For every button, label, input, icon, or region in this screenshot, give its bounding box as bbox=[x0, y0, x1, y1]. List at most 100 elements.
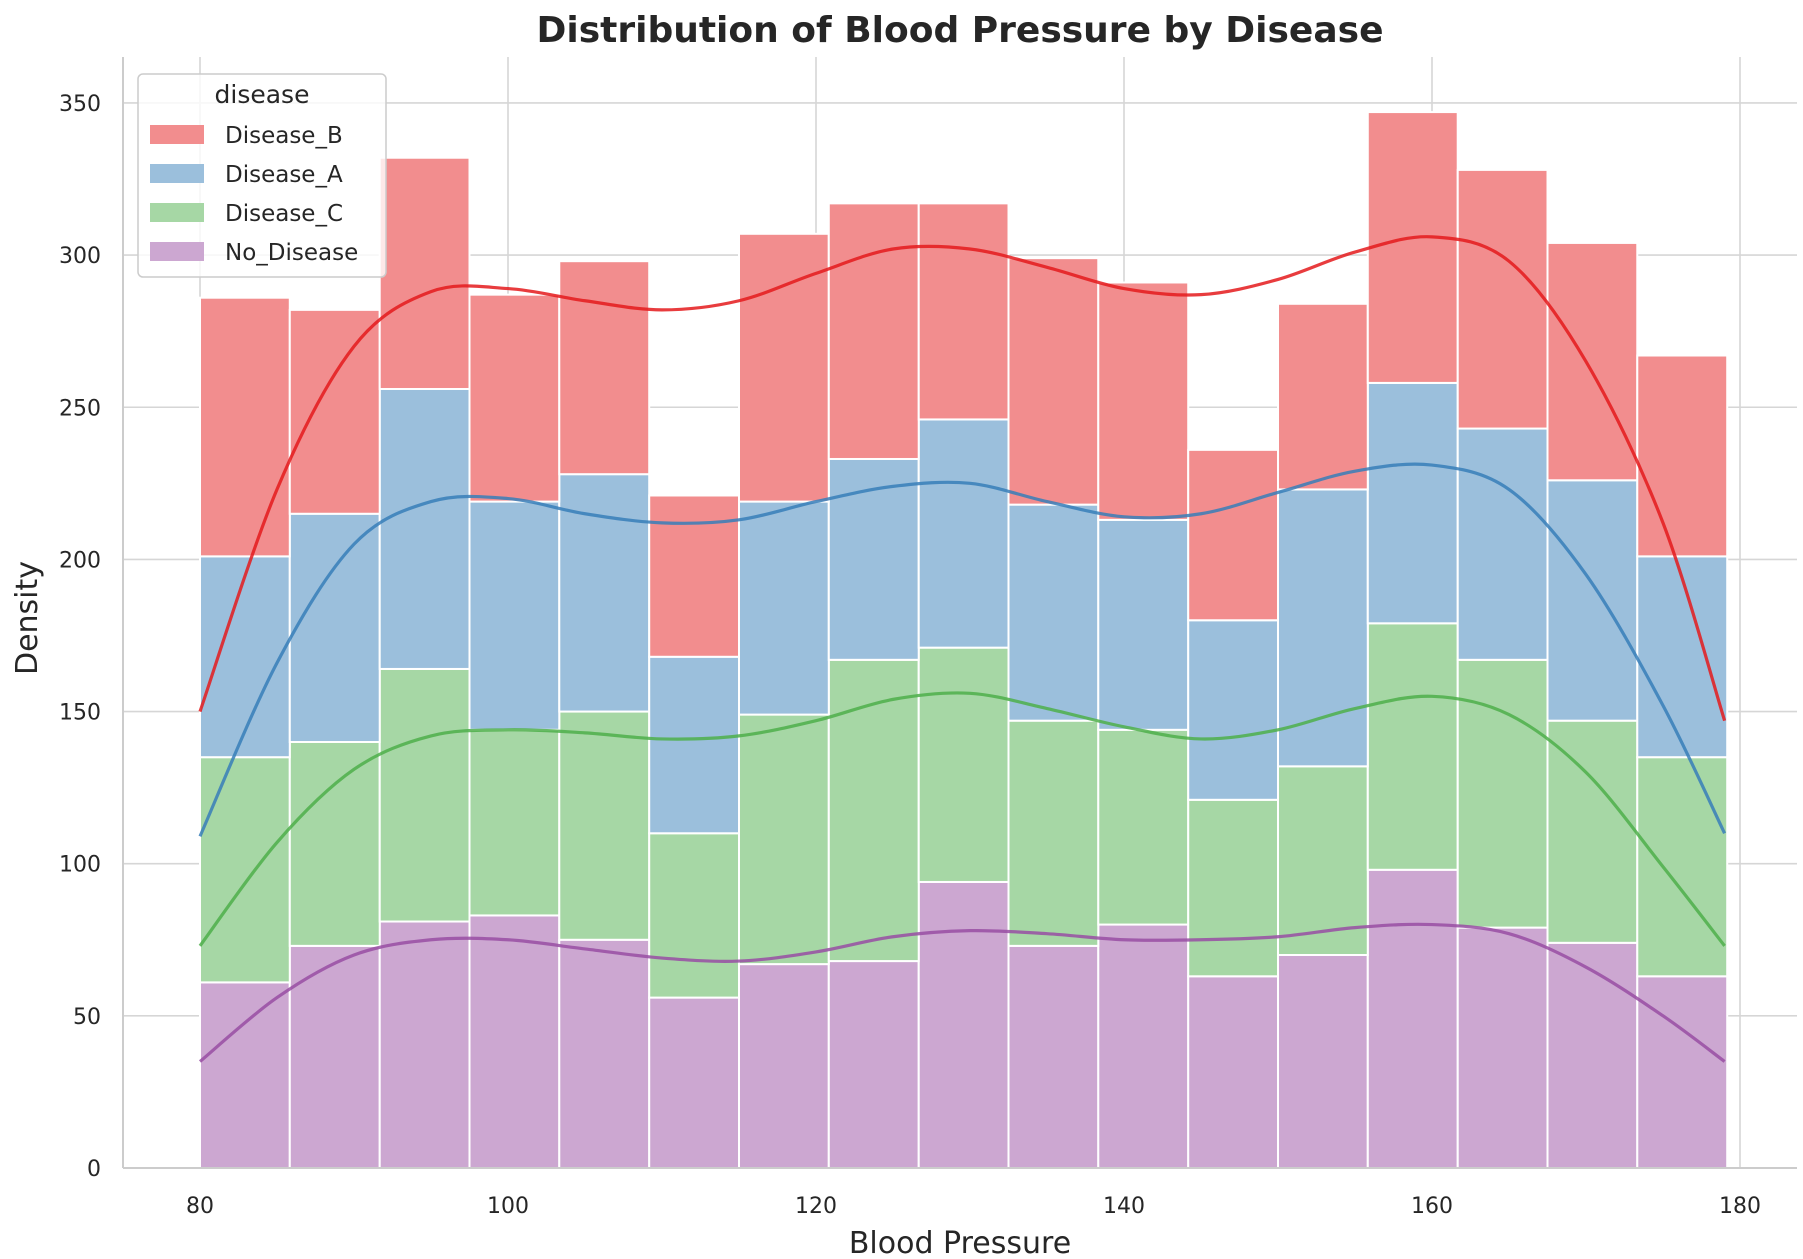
x-tick-label: 80 bbox=[186, 1194, 214, 1219]
bar-disease-b bbox=[1097, 281, 1190, 521]
kde-lines bbox=[198, 235, 1727, 1063]
bar-disease-b bbox=[1007, 257, 1100, 506]
x-tick-label: 140 bbox=[1103, 1194, 1145, 1219]
bar-disease-b bbox=[827, 202, 920, 460]
bar-disease-c bbox=[648, 832, 741, 999]
y-tick-label: 300 bbox=[59, 244, 101, 269]
bar-no-disease bbox=[199, 981, 291, 1170]
x-tick-label: 120 bbox=[795, 1194, 837, 1219]
x-tick-label: 100 bbox=[487, 1194, 529, 1219]
bar-disease-c bbox=[288, 740, 381, 947]
legend[interactable]: disease Disease_B Disease_A Disease_C No_Di… bbox=[137, 73, 387, 278]
bar-disease-c bbox=[1636, 756, 1729, 978]
legend-swatch bbox=[150, 125, 204, 144]
bar-disease-c bbox=[738, 713, 830, 966]
bar-no-disease bbox=[1546, 941, 1639, 1169]
bar-no-disease bbox=[558, 938, 651, 1170]
bar-disease-b bbox=[199, 296, 291, 558]
bar-disease-c bbox=[468, 728, 561, 917]
bar-no-disease bbox=[917, 880, 1010, 1169]
legend-item: Disease_A bbox=[150, 162, 343, 188]
bar-disease-b bbox=[1366, 111, 1459, 384]
bar-disease-a bbox=[468, 500, 561, 731]
x-tick-label: 180 bbox=[1719, 1194, 1761, 1219]
bar-no-disease bbox=[468, 914, 561, 1170]
bar-disease-a bbox=[1456, 427, 1549, 661]
bar-disease-a bbox=[917, 418, 1010, 649]
x-axis-title: Blood Pressure bbox=[849, 1226, 1071, 1259]
y-tick-label: 250 bbox=[59, 396, 101, 421]
bar-disease-b bbox=[1187, 448, 1280, 622]
bar-disease-c bbox=[1546, 719, 1639, 944]
legend-label: Disease_C bbox=[225, 201, 343, 227]
bar-no-disease bbox=[1636, 975, 1729, 1170]
bar-disease-a bbox=[1007, 503, 1100, 722]
legend-label: Disease_B bbox=[225, 123, 343, 149]
bar-disease-b bbox=[917, 202, 1010, 421]
axes bbox=[122, 57, 1797, 1169]
bar-disease-a bbox=[378, 387, 471, 670]
bar-no-disease bbox=[1187, 975, 1280, 1170]
bar-disease-c bbox=[917, 646, 1010, 883]
bar-no-disease bbox=[1007, 944, 1100, 1170]
bar-disease-c bbox=[558, 710, 651, 941]
y-tick-label: 350 bbox=[59, 92, 101, 117]
bar-disease-a bbox=[1277, 488, 1369, 768]
legend-item: No_Disease bbox=[150, 240, 358, 266]
bar-disease-b bbox=[558, 260, 651, 476]
bar-no-disease bbox=[738, 963, 830, 1170]
bar-disease-a bbox=[1546, 479, 1639, 722]
bar-disease-c bbox=[1366, 622, 1459, 871]
bar-disease-c bbox=[199, 756, 291, 984]
bar-disease-b bbox=[1456, 168, 1549, 430]
bar-disease-a bbox=[1187, 619, 1280, 801]
legend-label: No_Disease bbox=[225, 240, 358, 266]
bar-disease-b bbox=[378, 156, 471, 390]
x-tick-label: 160 bbox=[1411, 1194, 1453, 1219]
legend-frame bbox=[137, 73, 387, 278]
bar-disease-a bbox=[199, 555, 291, 759]
legend-item: Disease_B bbox=[150, 123, 343, 149]
bar-no-disease bbox=[1097, 923, 1190, 1169]
y-tick-label: 100 bbox=[59, 853, 101, 878]
kde-line-disease-a bbox=[198, 462, 1727, 837]
bar-disease-a bbox=[288, 512, 381, 743]
bar-disease-b bbox=[648, 494, 741, 658]
y-axis-title: Density bbox=[10, 561, 45, 675]
bar-disease-a bbox=[738, 500, 830, 716]
y-tick-label: 150 bbox=[59, 701, 101, 726]
legend-swatch bbox=[150, 164, 204, 183]
bar-disease-b bbox=[288, 308, 381, 515]
bar-disease-b bbox=[1546, 241, 1639, 482]
chart-title: Distribution of Blood Pressure by Diseas… bbox=[537, 10, 1384, 51]
bar-disease-a bbox=[1636, 555, 1729, 759]
kde-line-disease-b bbox=[198, 235, 1727, 722]
legend-title: disease bbox=[215, 80, 310, 109]
bar-no-disease bbox=[1277, 953, 1369, 1169]
bar-disease-b bbox=[468, 293, 561, 503]
bar-no-disease bbox=[827, 960, 920, 1169]
legend-swatch bbox=[150, 203, 204, 222]
bar-no-disease bbox=[1456, 926, 1549, 1170]
legend-label: Disease_A bbox=[225, 162, 343, 188]
y-tick-label: 50 bbox=[73, 1005, 101, 1030]
bar-disease-a bbox=[648, 655, 741, 835]
bar-no-disease bbox=[648, 996, 741, 1169]
legend-swatch bbox=[150, 242, 204, 261]
kde-line-no-disease bbox=[198, 922, 1726, 1063]
bar-disease-b bbox=[1277, 302, 1369, 491]
legend-item: Disease_C bbox=[150, 201, 343, 227]
histogram-bars bbox=[199, 111, 1729, 1170]
bar-disease-a bbox=[1366, 381, 1459, 625]
bar-disease-a bbox=[558, 473, 651, 713]
bar-disease-c bbox=[1007, 719, 1100, 947]
bar-disease-c bbox=[1277, 765, 1369, 956]
bar-no-disease bbox=[1366, 868, 1459, 1169]
bar-disease-c bbox=[1097, 728, 1190, 926]
tick-labels: 80 100 120 140 160 180 0 50 100 150 200 250 300 350 bbox=[59, 92, 1761, 1219]
y-tick-label: 0 bbox=[87, 1157, 101, 1182]
bar-disease-c bbox=[1187, 798, 1280, 978]
bar-disease-b bbox=[1636, 354, 1729, 558]
bar-no-disease bbox=[378, 920, 471, 1170]
